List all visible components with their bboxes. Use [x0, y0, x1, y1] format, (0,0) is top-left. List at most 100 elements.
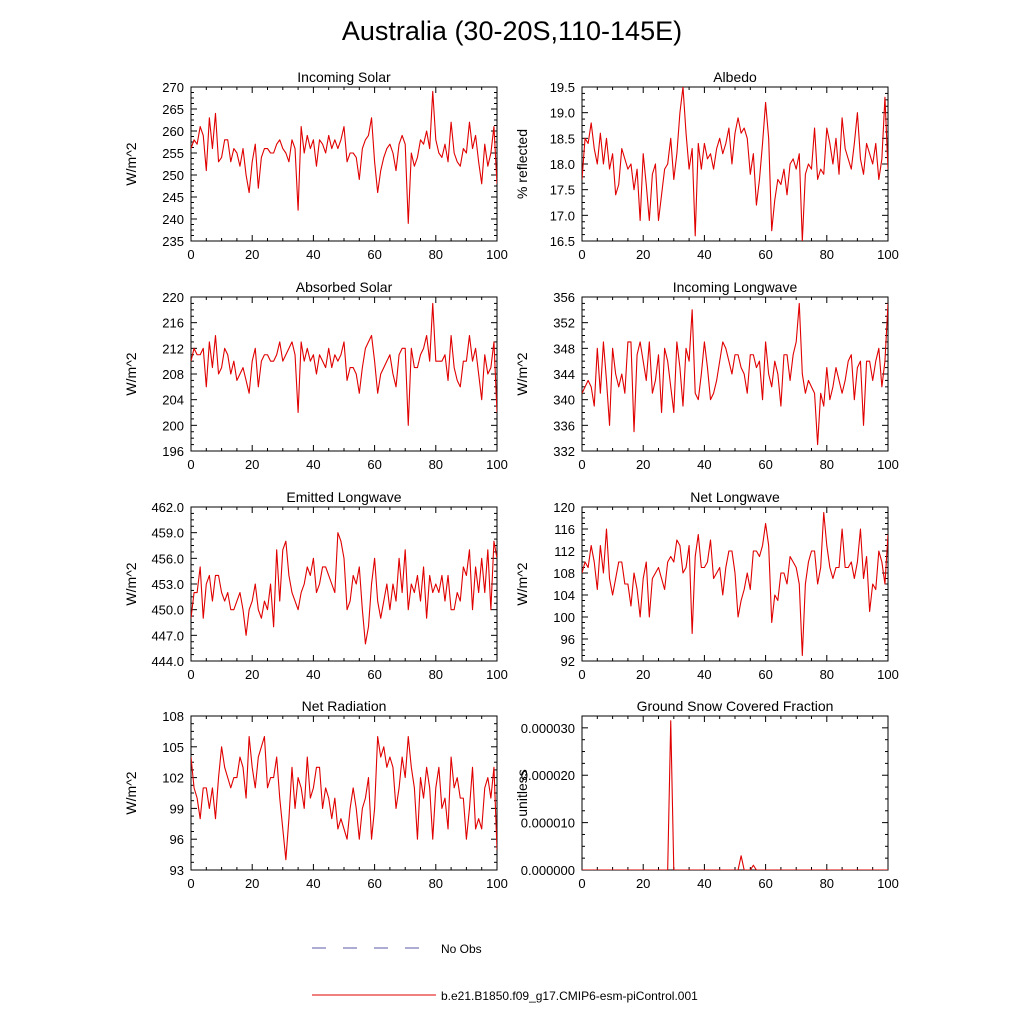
- x-tick-label: 80: [820, 457, 834, 472]
- figure-title: Australia (30-20S,110-145E): [342, 16, 682, 46]
- x-tick-label: 100: [877, 457, 899, 472]
- x-tick-label: 100: [486, 667, 508, 682]
- y-tick-label: 196: [162, 444, 184, 459]
- x-tick-label: 100: [486, 457, 508, 472]
- y-tick-label: 245: [162, 190, 184, 205]
- y-tick-label: 340: [553, 393, 575, 408]
- y-tick-label: 255: [162, 146, 184, 161]
- plot-frame: [190, 296, 498, 452]
- x-tick-label: 40: [697, 457, 711, 472]
- y-tick-label: 456.0: [151, 551, 184, 566]
- panel-title: Absorbed Solar: [296, 279, 393, 295]
- x-tick-label: 40: [306, 876, 320, 891]
- x-tick-label: 40: [306, 667, 320, 682]
- x-tick-label: 80: [820, 667, 834, 682]
- y-tick-label: 108: [553, 566, 575, 581]
- panel-emitted-longwave: Emitted Longwave W/m^2 0 20 40 60 80 100 444.0 44…: [123, 489, 508, 682]
- x-tick-label: 60: [758, 667, 772, 682]
- panel-ground-snow-covered-fraction: Ground Snow Covered Fraction unitless 0 20 4…: [514, 698, 899, 891]
- y-tick-label: 260: [162, 124, 184, 139]
- y-axis-label: W/m^2: [123, 771, 139, 814]
- y-tick-label: 204: [162, 393, 184, 408]
- y-axis-label: W/m^2: [123, 562, 139, 605]
- x-tick-label: 0: [187, 247, 194, 262]
- x-tick-label: 60: [367, 247, 381, 262]
- y-tick-label: 17.5: [550, 183, 575, 198]
- y-tick-label: 200: [162, 418, 184, 433]
- x-tick-label: 0: [187, 667, 194, 682]
- y-tick-label: 102: [162, 771, 184, 786]
- series-line-emitted-longwave: [191, 532, 497, 645]
- panel-title: Ground Snow Covered Fraction: [637, 698, 834, 714]
- series-line-albedo: [582, 87, 888, 241]
- x-tick-label: 60: [367, 457, 381, 472]
- x-tick-label: 60: [367, 667, 381, 682]
- y-tick-label: 0.000000: [521, 863, 575, 878]
- x-tick-label: 80: [429, 876, 443, 891]
- y-tick-label: 453.0: [151, 577, 184, 592]
- y-tick-label: 250: [162, 168, 184, 183]
- y-tick-label: 444.0: [151, 654, 184, 669]
- y-tick-label: 344: [553, 367, 575, 382]
- x-tick-label: 20: [636, 247, 650, 262]
- y-tick-label: 459.0: [151, 526, 184, 541]
- y-tick-label: 0.000010: [521, 816, 575, 831]
- panel-incoming-longwave: Incoming Longwave W/m^2 0 20 40 60 80 100 332 336…: [514, 279, 899, 472]
- series-line-net-longwave: [582, 511, 888, 657]
- x-tick-label: 40: [697, 667, 711, 682]
- y-tick-label: 208: [162, 367, 184, 382]
- plot-frame: [581, 86, 889, 242]
- y-tick-label: 212: [162, 341, 184, 356]
- series-line-incoming-longwave: [582, 302, 888, 446]
- x-tick-label: 20: [636, 667, 650, 682]
- panel-absorbed-solar: Absorbed Solar W/m^2 0 20 40 60 80 100 196 200 204…: [123, 279, 508, 472]
- series-line-incoming-solar: [191, 90, 497, 224]
- series-line-absorbed-solar: [191, 302, 497, 426]
- x-tick-label: 80: [820, 876, 834, 891]
- y-tick-label: 462.0: [151, 500, 184, 515]
- plot-frame: [190, 86, 498, 242]
- y-tick-label: 105: [162, 740, 184, 755]
- x-tick-label: 0: [578, 667, 585, 682]
- series-line-ground-snow-covered-fraction: [582, 720, 888, 870]
- panel-title: Albedo: [713, 69, 757, 85]
- plot-frame: [190, 715, 498, 871]
- y-tick-label: 16.5: [550, 234, 575, 249]
- y-axis-label: W/m^2: [123, 352, 139, 395]
- panel-title: Incoming Longwave: [673, 279, 798, 295]
- x-tick-label: 20: [245, 457, 259, 472]
- panel-incoming-solar: Incoming Solar W/m^2 0 20 40 60 80 100 235 240 245…: [123, 69, 508, 262]
- x-tick-label: 100: [877, 876, 899, 891]
- legend-label-no-obs: No Obs: [441, 942, 482, 956]
- x-tick-label: 100: [877, 667, 899, 682]
- y-tick-label: 99: [170, 801, 184, 816]
- y-tick-label: 96: [561, 632, 575, 647]
- y-tick-label: 93: [170, 863, 184, 878]
- y-tick-label: 112: [554, 544, 575, 559]
- x-tick-label: 40: [697, 876, 711, 891]
- x-tick-label: 20: [636, 876, 650, 891]
- x-tick-label: 80: [820, 247, 834, 262]
- x-tick-label: 60: [758, 247, 772, 262]
- plot-frame: [581, 715, 889, 871]
- y-axis-label: W/m^2: [123, 142, 139, 185]
- x-tick-label: 100: [486, 247, 508, 262]
- y-tick-label: 220: [162, 290, 184, 305]
- panel-title: Emitted Longwave: [286, 489, 401, 505]
- y-axis-label: W/m^2: [514, 352, 530, 395]
- panel-title: Incoming Solar: [297, 69, 391, 85]
- y-axis-label: % reflected: [514, 129, 530, 199]
- y-tick-label: 336: [553, 418, 575, 433]
- y-tick-label: 235: [162, 234, 184, 249]
- x-tick-label: 20: [245, 667, 259, 682]
- panel-albedo: Albedo % reflected 0 20 40 60 80 100 16.5 17.0 17.…: [514, 69, 899, 262]
- y-tick-label: 92: [561, 654, 575, 669]
- series-line-net-radiation: [191, 735, 497, 861]
- x-tick-label: 80: [429, 247, 443, 262]
- y-tick-label: 19.0: [550, 106, 575, 121]
- x-tick-label: 100: [486, 876, 508, 891]
- y-tick-label: 18.0: [550, 157, 575, 172]
- plot-frame: [581, 296, 889, 452]
- x-tick-label: 60: [758, 457, 772, 472]
